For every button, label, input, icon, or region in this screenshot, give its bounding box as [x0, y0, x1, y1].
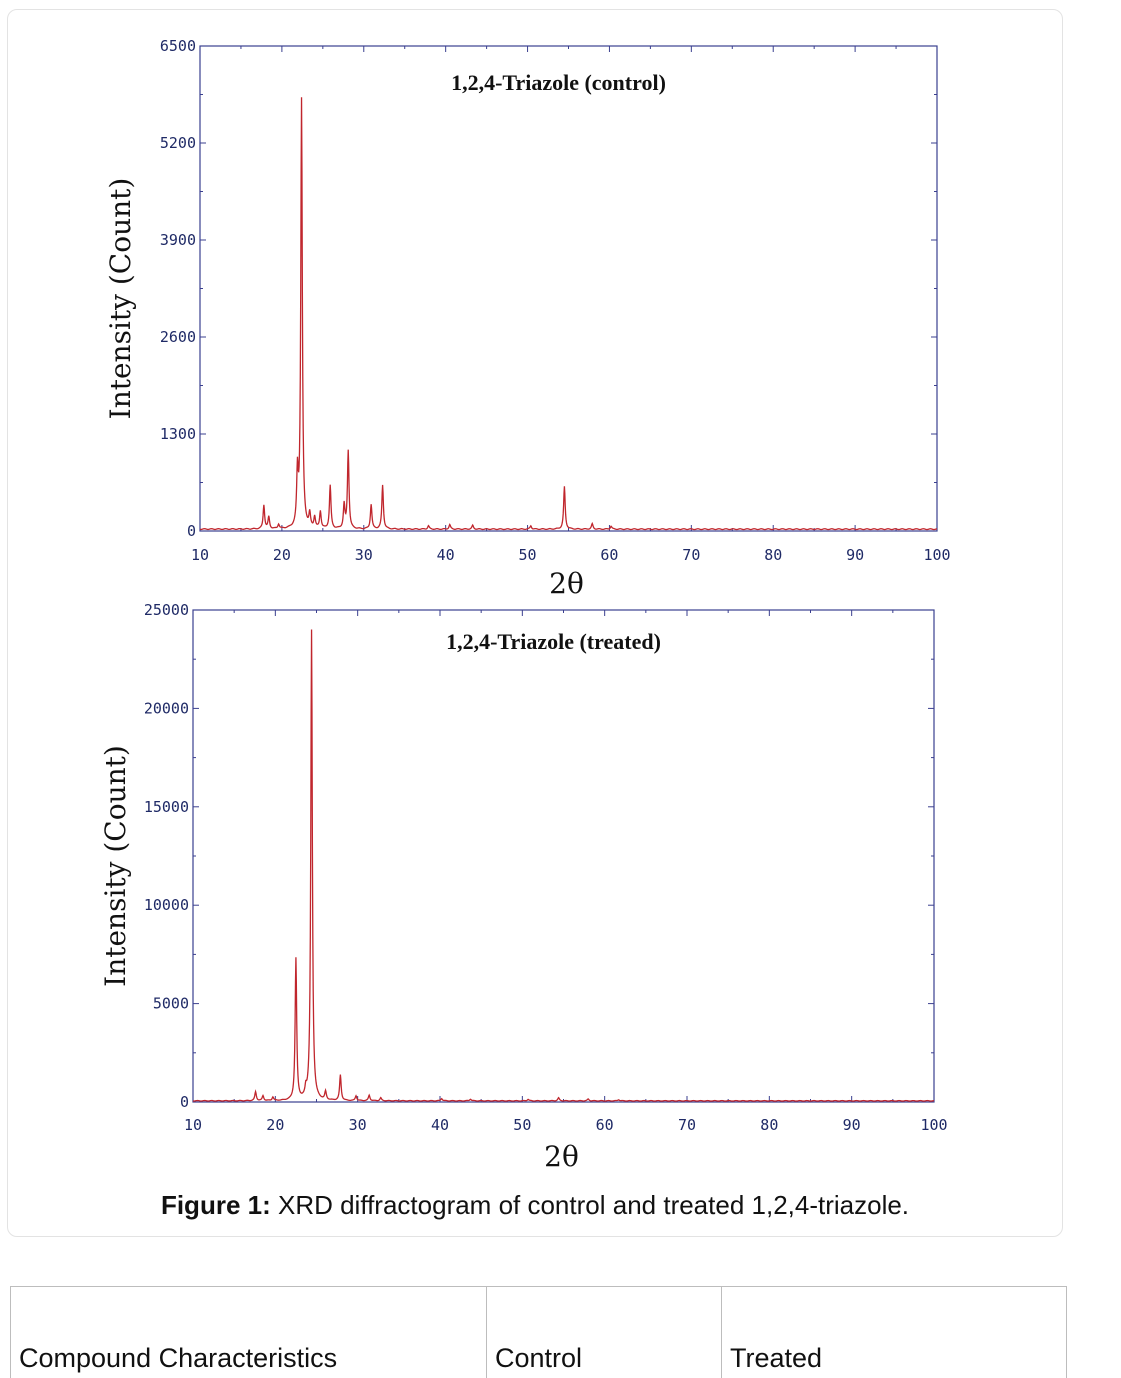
- x-tick-label: 60: [600, 546, 618, 564]
- peak-point: [262, 1097, 263, 1098]
- peak-point: [255, 1093, 256, 1094]
- peak-point: [305, 1094, 306, 1095]
- figure-caption: Figure 1: XRD diffractogram of control a…: [0, 1190, 1070, 1221]
- peak-point: [340, 1076, 341, 1077]
- peak-point: [592, 525, 593, 526]
- y-axis-title: Intensity (Count): [99, 745, 132, 987]
- x-tick-label: 20: [273, 546, 291, 564]
- x-tick-label: 40: [431, 1116, 449, 1134]
- figure-caption-label: Figure 1:: [161, 1190, 271, 1220]
- x-tick-label: 30: [349, 1116, 367, 1134]
- x-tick-label: 10: [191, 546, 209, 564]
- x-tick-label: 90: [846, 546, 864, 564]
- peak-point: [558, 1099, 559, 1100]
- peak-point: [380, 1099, 381, 1100]
- plot-frame: [200, 46, 937, 531]
- y-tick-label: 10000: [144, 896, 189, 914]
- x-tick-label: 30: [355, 546, 373, 564]
- x-tick-label: 100: [923, 546, 950, 564]
- peak-point: [272, 1098, 273, 1099]
- x-tick-label: 100: [920, 1116, 947, 1134]
- x-tick-label: 90: [843, 1116, 861, 1134]
- y-tick-label: 3900: [160, 231, 196, 249]
- y-axis-title: Intensity (Count): [104, 178, 137, 420]
- peak-point: [263, 507, 264, 508]
- peak-point: [588, 1100, 589, 1101]
- chart-title: 1,2,4-Triazole (treated): [446, 629, 661, 654]
- y-tick-label: 5200: [160, 134, 196, 152]
- xrd-chart-control: 10 20 30 40 50 60 70 80 90 100 0 1300 2600 3900 5200 65…: [0, 0, 1000, 610]
- peak-point: [344, 507, 345, 508]
- y-tick-label: 1300: [160, 425, 196, 443]
- x-tick-label: 50: [513, 1116, 531, 1134]
- diffractogram-series-line: [200, 97, 937, 529]
- peak-point: [382, 486, 383, 487]
- peak-point: [309, 517, 310, 518]
- peak-point: [611, 528, 612, 529]
- characteristics-table: Compound Characteristics Control Treated: [10, 1286, 1067, 1378]
- peak-point: [441, 1099, 442, 1100]
- table-header-row: Compound Characteristics Control Treated: [11, 1287, 1067, 1378]
- x-tick-label: 70: [682, 546, 700, 564]
- x-axis-title: 2θ: [544, 1140, 579, 1173]
- peak-point: [330, 487, 331, 488]
- table-header-cell: Control: [487, 1287, 722, 1378]
- diffractogram-series-line: [193, 630, 934, 1102]
- peak-point: [371, 506, 372, 507]
- x-tick-label: 70: [678, 1116, 696, 1134]
- y-tick-label: 25000: [144, 601, 189, 619]
- peak-point: [320, 513, 321, 514]
- peak-point: [268, 519, 269, 520]
- x-tick-label: 80: [760, 1116, 778, 1134]
- x-tick-label: 20: [266, 1116, 284, 1134]
- peak-point: [472, 527, 473, 528]
- peak-point: [564, 488, 565, 489]
- table-header-cell: Treated: [722, 1287, 1067, 1378]
- y-tick-label: 2600: [160, 328, 196, 346]
- plot-frame: [193, 610, 934, 1102]
- x-tick-label: 40: [437, 546, 455, 564]
- y-tick-label: 5000: [153, 995, 189, 1013]
- peak-point: [369, 1096, 370, 1097]
- peak-point: [278, 526, 279, 527]
- chart-title: 1,2,4-Triazole (control): [451, 70, 666, 95]
- peak-point: [356, 1097, 357, 1098]
- peak-point: [297, 478, 298, 479]
- peak-point: [295, 960, 296, 961]
- x-tick-label: 60: [596, 1116, 614, 1134]
- table-header-cell: Compound Characteristics: [11, 1287, 487, 1378]
- peak-point: [449, 526, 450, 527]
- peak-point: [301, 101, 302, 102]
- y-tick-label: 0: [180, 1093, 189, 1111]
- peak-point: [528, 1100, 529, 1101]
- peak-point: [348, 452, 349, 453]
- y-tick-label: 15000: [144, 798, 189, 816]
- figure-caption-text: XRD diffractogram of control and treated…: [271, 1190, 909, 1220]
- peak-point: [428, 527, 429, 528]
- peak-point: [530, 527, 531, 528]
- y-tick-label: 0: [187, 522, 196, 540]
- x-tick-label: 50: [519, 546, 537, 564]
- xrd-chart-treated: 10 20 30 40 50 60 70 80 90 100 0 5000 10000 15000 2000…: [0, 590, 1000, 1190]
- x-tick-label: 10: [184, 1116, 202, 1134]
- y-tick-label: 20000: [144, 699, 189, 717]
- peak-point: [325, 1093, 326, 1094]
- peak-point: [618, 1100, 619, 1101]
- peak-point: [311, 631, 312, 632]
- peak-point: [470, 1100, 471, 1101]
- y-tick-label: 6500: [160, 37, 196, 55]
- x-tick-label: 80: [764, 546, 782, 564]
- peak-point: [314, 519, 315, 520]
